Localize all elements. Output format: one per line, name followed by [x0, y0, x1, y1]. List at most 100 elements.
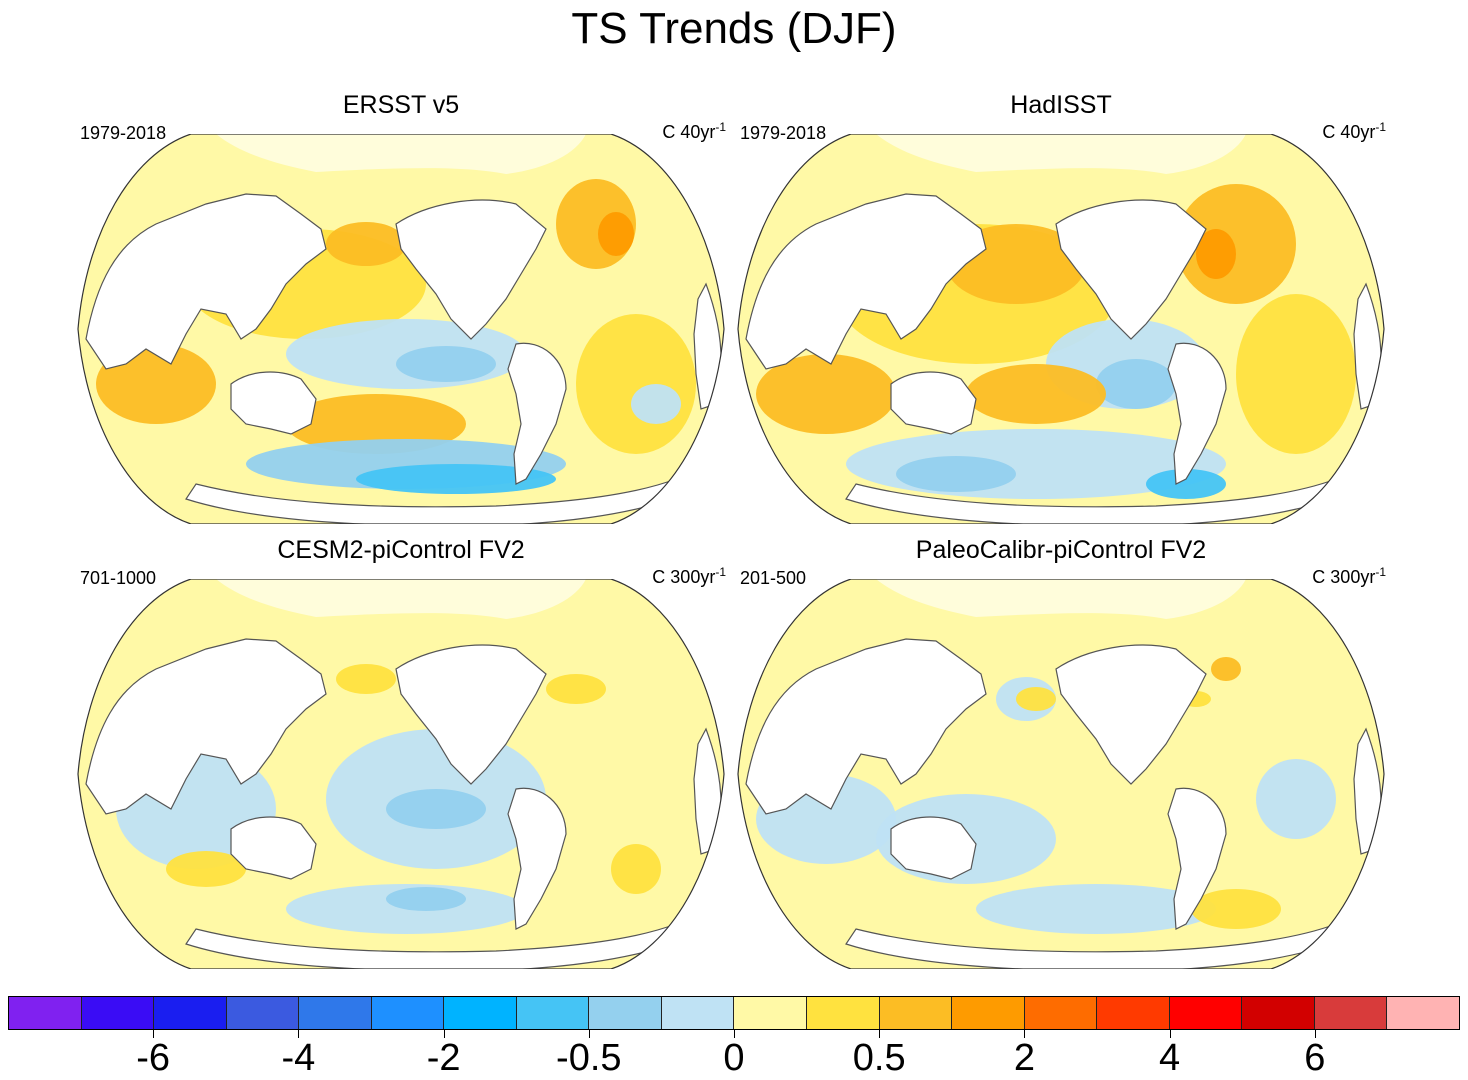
land-mass: [1167, 342, 1227, 485]
units-label: C 40yr-1: [662, 120, 726, 142]
colorbar-tick-label: 2: [1013, 1037, 1035, 1079]
colorbar-box: [661, 997, 735, 1029]
polar-region: [216, 579, 586, 619]
panel-title: HadISST: [1010, 91, 1112, 119]
colorbar-box: [589, 997, 662, 1029]
map-outline: [77, 579, 725, 969]
colorbar-tick: [879, 1030, 881, 1038]
trend-region: [356, 464, 556, 494]
colorbar-box: [1314, 997, 1388, 1029]
colorbar-box: [879, 997, 953, 1029]
map-panel-hadisst: HadISST 1979-2018 C 40yr-1: [736, 90, 1386, 530]
polar-region: [876, 134, 1246, 174]
trend-region: [386, 887, 466, 911]
world-map: [77, 134, 725, 524]
trend-region: [631, 384, 681, 424]
trend-region: [386, 789, 486, 829]
colorbar-tick-label: -4: [281, 1037, 316, 1079]
panel-title: CESM2-piControl FV2: [277, 536, 525, 564]
colorbar-box: [516, 997, 590, 1029]
map-outline: [737, 134, 1385, 524]
colorbar-box: [371, 997, 445, 1029]
colorbar-tick: [1169, 1030, 1171, 1038]
units-label: C 40yr-1: [1322, 120, 1386, 142]
map-outline: [77, 134, 725, 524]
land-mass: [230, 816, 317, 880]
land-mass: [395, 199, 547, 340]
period-label: 701-1000: [80, 568, 157, 588]
colorbar-tick-label: -6: [136, 1037, 171, 1079]
map-panel-ersst: ERSST v5 1979-2018 C 40yr-1: [76, 90, 726, 530]
trend-region: [326, 222, 406, 266]
trend-region: [1096, 359, 1176, 409]
colorbar-box: [807, 997, 880, 1029]
ocean-field: [738, 134, 1384, 524]
trend-region: [1211, 657, 1241, 681]
period-label: 201-500: [740, 568, 807, 588]
units-label: C 300yr-1: [652, 565, 726, 587]
land-mass: [507, 787, 567, 930]
land-mass: [890, 816, 977, 880]
trend-region: [576, 314, 696, 454]
land-mass: [890, 371, 977, 435]
trend-region: [166, 851, 246, 887]
units-label: C 300yr-1: [1312, 565, 1386, 587]
period-label: 1979-2018: [740, 123, 827, 143]
trend-region: [1191, 889, 1281, 929]
trend-region: [1196, 229, 1236, 279]
land-mass: [1055, 199, 1207, 340]
trend-region: [1146, 469, 1226, 499]
world-map: [737, 134, 1385, 524]
colorbar-tick-label: -0.5: [556, 1037, 622, 1079]
colorbar-box: [1097, 997, 1170, 1029]
land-mass: [85, 193, 327, 370]
land-mass: [395, 644, 547, 785]
map-panel-cesm2: CESM2-piControl FV2 701-1000 C 300yr-1: [76, 535, 726, 975]
land-mass: [85, 638, 327, 815]
trend-region: [976, 884, 1216, 934]
trend-region: [1256, 759, 1336, 839]
land-mass: [1055, 644, 1207, 785]
colorbar-box: [1387, 997, 1459, 1029]
figure-title: TS Trends (DJF): [571, 4, 897, 53]
colorbar-box: [734, 997, 808, 1029]
trend-region: [896, 456, 1016, 492]
map-panel-paleocalibr: PaleoCalibr-piControl FV2 201-500 C 300y…: [736, 535, 1386, 975]
trend-region: [336, 664, 396, 694]
colorbar-tick-label: 0.5: [852, 1037, 906, 1079]
colorbar-box: [952, 997, 1025, 1029]
colorbar-box: [1024, 997, 1098, 1029]
land-mass: [745, 638, 987, 815]
world-map: [77, 579, 725, 969]
colorbar-tick-label: 0: [723, 1037, 745, 1079]
land-mass: [507, 342, 567, 485]
trend-region: [546, 674, 606, 704]
colorbar-tick-label: -2: [426, 1037, 461, 1079]
colorbar-box: [444, 997, 517, 1029]
trend-region: [966, 364, 1106, 424]
colorbar: [8, 996, 1460, 1030]
land-mass: [230, 371, 317, 435]
trend-region: [286, 394, 466, 454]
trend-region: [1016, 687, 1056, 711]
colorbar-tick: [1024, 1030, 1026, 1038]
period-label: 1979-2018: [80, 123, 167, 143]
colorbar-boxes: [8, 996, 1460, 1030]
panel-title: ERSST v5: [342, 91, 460, 119]
ocean-field: [78, 134, 724, 524]
colorbar-box: [154, 997, 227, 1029]
colorbar-tick-label: 4: [1159, 1037, 1181, 1079]
map-outline: [737, 579, 1385, 969]
colorbar-ticks: -6 -4 -2 -0.5 0 0.5 2 4 6: [8, 1030, 1460, 1079]
panel-title: PaleoCalibr-piControl FV2: [915, 536, 1207, 564]
colorbar-box: [299, 997, 372, 1029]
colorbar-tick: [588, 1030, 590, 1038]
polar-region: [216, 134, 586, 174]
land-mass: [745, 193, 987, 370]
colorbar-tick: [153, 1030, 155, 1038]
land-mass: [1167, 787, 1227, 930]
colorbar-tick: [1314, 1030, 1316, 1038]
colorbar-tick-label: 6: [1304, 1037, 1326, 1079]
colorbar-tick: [443, 1030, 445, 1038]
colorbar-tick: [298, 1030, 300, 1038]
